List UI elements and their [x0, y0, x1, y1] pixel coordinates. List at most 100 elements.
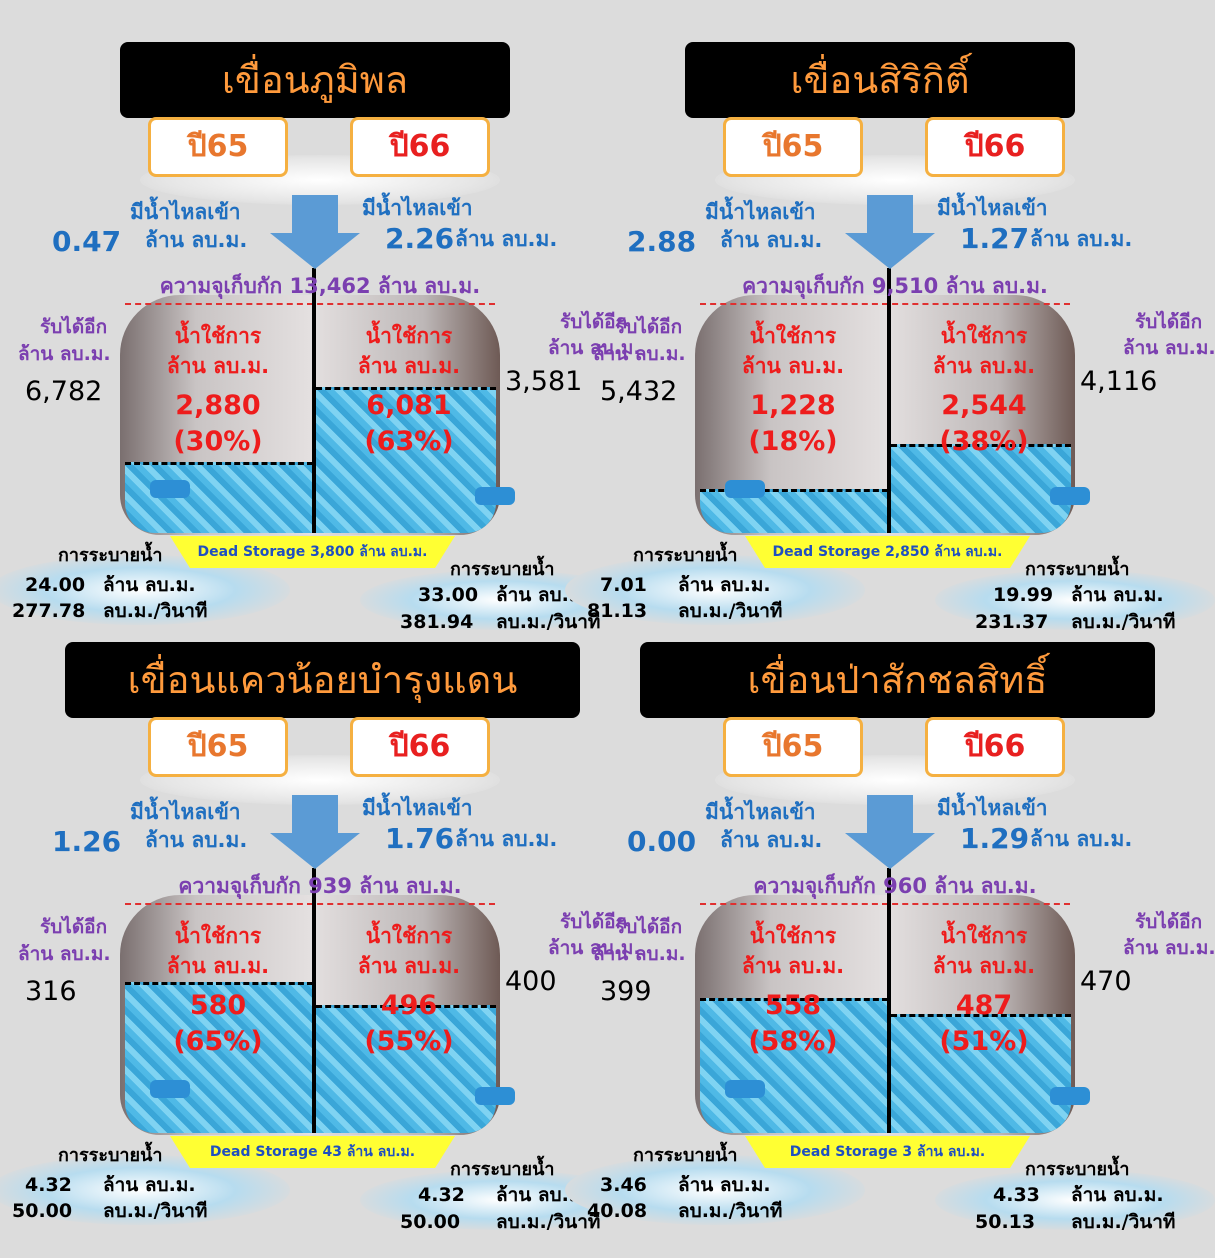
- usable-percent: (18%): [748, 426, 838, 457]
- inflow-label: มีน้ำไหลเข้า: [705, 800, 816, 824]
- divider: [887, 868, 891, 1133]
- usable-unit: ล้าน ลบ.ม.: [357, 354, 461, 378]
- usable-label: น้ำใช้การ: [174, 324, 262, 348]
- tap: [725, 1080, 765, 1098]
- release-rate-unit: ลบ.ม./วินาที: [496, 611, 601, 633]
- release-volume-unit: ล้าน ลบ.ม.: [678, 1174, 771, 1196]
- release-volume-unit: ล้าน ลบ.ม.: [103, 1174, 196, 1196]
- release-label: การระบายน้ำ: [633, 545, 738, 566]
- usable-value: 496: [380, 990, 438, 1021]
- release-volume: 4.33: [993, 1184, 1040, 1206]
- tap: [1050, 1087, 1090, 1105]
- usable-percent: (38%): [939, 426, 1029, 457]
- inflow-value: 0.00: [627, 825, 697, 858]
- inflow-unit: ล้าน ลบ.ม.: [1030, 227, 1133, 251]
- inflow-value: 2.26: [385, 222, 455, 255]
- dead-storage: Dead Storage 43 ล้าน ลบ.ม.: [170, 1136, 455, 1168]
- release-rate: 40.08: [587, 1200, 648, 1222]
- dam-title: เขื่อนสิริกิติ์: [685, 42, 1075, 118]
- release-pool: [935, 570, 1215, 630]
- capacity: ความจุเก็บกัก 939 ล้าน ลบ.ม.: [178, 874, 462, 898]
- inflow-label: มีน้ำไหลเข้า: [937, 796, 1048, 820]
- inflow-unit: ล้าน ลบ.ม.: [720, 228, 823, 252]
- release-rate: 81.13: [587, 600, 648, 622]
- water: [891, 443, 1071, 533]
- capacity: ความจุเก็บกัก 13,462 ล้าน ลบ.ม.: [159, 274, 481, 298]
- space-unit: ล้าน ลบ.ม.: [1123, 337, 1215, 359]
- usable-unit: ล้าน ลบ.ม.: [166, 354, 270, 378]
- inflow-arrow-shaft: [292, 195, 338, 235]
- water: [700, 489, 888, 533]
- dam-title: เขื่อนป่าสักชลสิทธิ์: [640, 642, 1155, 718]
- release-rate: 50.00: [12, 1200, 73, 1222]
- inflow-label: มีน้ำไหลเข้า: [362, 196, 473, 220]
- inflow-value: 1.27: [960, 222, 1030, 255]
- release-rate: 50.00: [400, 1211, 461, 1233]
- inflow-arrow-shaft: [867, 195, 913, 235]
- inflow-unit: ล้าน ลบ.ม.: [145, 228, 248, 252]
- usable-value: 487: [955, 990, 1013, 1021]
- usable-label: น้ำใช้การ: [940, 924, 1028, 948]
- space-value: 399: [600, 976, 652, 1007]
- release-volume: 19.99: [993, 584, 1054, 606]
- year-label: ปี66: [925, 117, 1065, 177]
- inflow-label: มีน้ำไหลเข้า: [937, 196, 1048, 220]
- space-value: 4,116: [1080, 366, 1158, 397]
- capacity-line: [125, 303, 495, 305]
- space-unit: ล้าน ลบ.ม.: [1123, 937, 1215, 959]
- usable-label: น้ำใช้การ: [174, 924, 262, 948]
- tap: [150, 480, 190, 498]
- space-value: 5,432: [600, 376, 678, 407]
- usable-value: 558: [764, 990, 822, 1021]
- release-rate-unit: ลบ.ม./วินาที: [103, 600, 208, 622]
- release-label: การระบายน้ำ: [633, 1145, 738, 1166]
- space-label: รับได้อีก: [40, 916, 108, 938]
- inflow-value: 0.47: [52, 225, 122, 258]
- usable-unit: ล้าน ลบ.ม.: [932, 954, 1036, 978]
- usable-value: 2,544: [941, 390, 1027, 421]
- release-volume: 24.00: [25, 574, 86, 596]
- usable-value: 6,081: [366, 390, 452, 421]
- space-value: 3,581: [505, 366, 583, 397]
- year-label: ปี66: [925, 717, 1065, 777]
- usable-label: น้ำใช้การ: [940, 324, 1028, 348]
- water: [700, 998, 888, 1133]
- water: [316, 1005, 496, 1133]
- release-volume: 33.00: [418, 584, 479, 606]
- divider: [312, 868, 316, 1133]
- usable-unit: ล้าน ลบ.ม.: [166, 954, 270, 978]
- inflow-label: มีน้ำไหลเข้า: [362, 796, 473, 820]
- dam-title: เขื่อนภูมิพล: [120, 42, 510, 118]
- release-label: การระบายน้ำ: [58, 1145, 163, 1166]
- tap: [150, 1080, 190, 1098]
- release-rate-unit: ลบ.ม./วินาที: [496, 1211, 601, 1233]
- usable-value: 2,880: [175, 390, 261, 421]
- release-rate-unit: ลบ.ม./วินาที: [1071, 611, 1176, 633]
- space-value: 316: [25, 976, 77, 1007]
- tap: [1050, 487, 1090, 505]
- year-label: ปี66: [350, 717, 490, 777]
- space-value: 470: [1080, 966, 1132, 997]
- inflow-arrow-head: [270, 233, 360, 269]
- usable-unit: ล้าน ลบ.ม.: [741, 954, 845, 978]
- release-label: การระบายน้ำ: [1025, 559, 1130, 580]
- inflow-value: 1.26: [52, 825, 122, 858]
- inflow-arrow-shaft: [867, 795, 913, 835]
- divider: [312, 268, 316, 533]
- release-volume-unit: ล้าน ลบ.ม.: [103, 574, 196, 596]
- capacity: ความจุเก็บกัก 9,510 ล้าน ลบ.ม.: [742, 274, 1048, 298]
- space-value: 400: [505, 966, 557, 997]
- capacity: ความจุเก็บกัก 960 ล้าน ลบ.ม.: [753, 874, 1037, 898]
- release-label: การระบายน้ำ: [58, 545, 163, 566]
- inflow-label: มีน้ำไหลเข้า: [130, 800, 241, 824]
- release-volume-unit: ล้าน ลบ.ม.: [1071, 584, 1164, 606]
- usable-label: น้ำใช้การ: [749, 324, 837, 348]
- divider: [887, 268, 891, 533]
- year-label: ปี66: [350, 117, 490, 177]
- inflow-arrow-head: [845, 833, 935, 869]
- space-label: รับได้อีก: [40, 316, 108, 338]
- dam-title: เขื่อนแควน้อยบำรุงแดน: [65, 642, 580, 718]
- year-label: ปี65: [723, 117, 863, 177]
- usable-unit: ล้าน ลบ.ม.: [932, 354, 1036, 378]
